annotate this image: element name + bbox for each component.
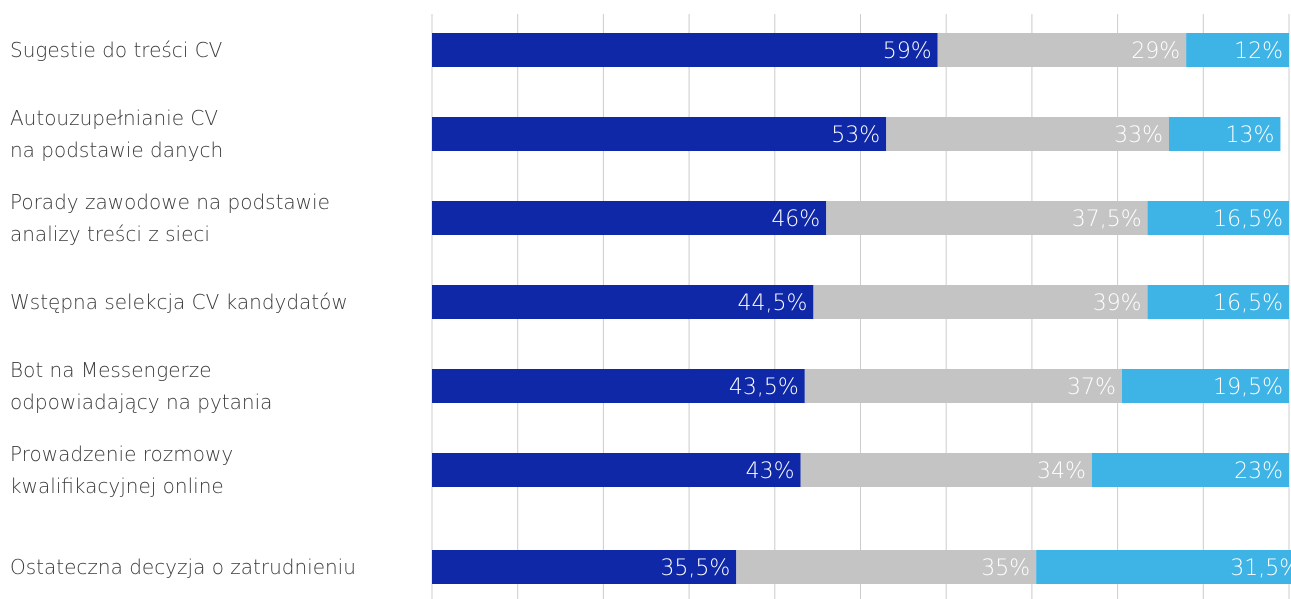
category-label: Porady zawodowe na podstawie analizy tre…: [10, 190, 330, 246]
value-label: 33%: [1114, 123, 1163, 148]
value-label: 34%: [1037, 459, 1086, 484]
bar-segment: [432, 201, 827, 235]
value-label: 43,5%: [729, 375, 799, 400]
bar-segment: [1169, 117, 1281, 151]
bar-segment: [432, 285, 814, 319]
value-label: 35,5%: [660, 556, 730, 581]
category-label: Bot na Messengerze odpowiadający na pyta…: [10, 358, 273, 414]
bar-segment: [937, 33, 1187, 67]
bar-segment: [886, 117, 1170, 151]
bar-segment: [432, 453, 801, 487]
bar-segment: [1147, 285, 1289, 319]
bar-segment: [1036, 550, 1291, 584]
value-label: 53%: [831, 123, 880, 148]
bar-segment: [1091, 453, 1289, 487]
value-label: 43%: [746, 459, 795, 484]
category-label: Wstępna selekcja CV kandydatów: [10, 290, 348, 314]
value-label: 19,5%: [1213, 375, 1283, 400]
bar-segment: [432, 117, 887, 151]
value-label: 44,5%: [737, 291, 807, 316]
bar-segment: [432, 369, 805, 403]
bar-segment: [813, 285, 1148, 319]
value-label: 16,5%: [1213, 207, 1283, 232]
bar-segment: [804, 369, 1122, 403]
bar-segment: [1147, 201, 1289, 235]
value-label: 37%: [1067, 375, 1116, 400]
bar-segment: [432, 33, 938, 67]
value-label: 12%: [1234, 39, 1283, 64]
bar-segment: [1186, 33, 1289, 67]
value-label: 23%: [1234, 459, 1283, 484]
category-label: Autouzupełnianie CV na podstawie danych: [10, 106, 224, 162]
category-label: Ostateczna decyzja o zatrudnieniu: [10, 555, 356, 579]
bar-segment: [800, 453, 1092, 487]
value-label: 35%: [981, 556, 1030, 581]
value-label: 46%: [771, 207, 820, 232]
value-label: 29%: [1131, 39, 1180, 64]
value-label: 16,5%: [1213, 291, 1283, 316]
bar-segment: [826, 201, 1148, 235]
value-label: 39%: [1093, 291, 1142, 316]
bar-segment: [1121, 369, 1289, 403]
value-label: 31,5%: [1230, 556, 1291, 581]
category-label: Sugestie do treści CV: [10, 38, 223, 62]
category-label: Prowadzenie rozmowy kwalifikacyjnej onli…: [10, 442, 234, 498]
value-label: 37,5%: [1072, 207, 1142, 232]
bar-segment: [736, 550, 1037, 584]
bar-segment: [432, 550, 737, 584]
value-label: 59%: [883, 39, 932, 64]
value-label: 13%: [1226, 123, 1275, 148]
